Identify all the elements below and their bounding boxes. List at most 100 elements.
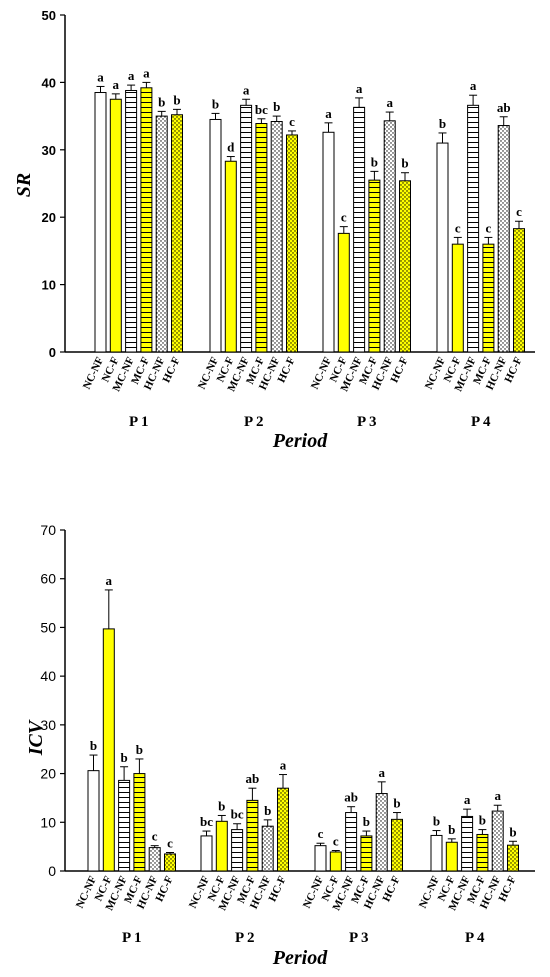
significance-letter: b — [212, 96, 219, 111]
group-label: P 4 — [465, 930, 485, 946]
significance-letter: b — [448, 822, 455, 837]
significance-letter: a — [113, 77, 120, 92]
significance-letter: bc — [255, 102, 268, 117]
y-axis-title: ICV — [25, 719, 47, 756]
bar — [360, 835, 373, 872]
significance-letter: c — [289, 114, 295, 129]
significance-letter: b — [509, 824, 516, 839]
significance-letter: b — [479, 813, 486, 828]
bar — [94, 92, 107, 353]
significance-letter: b — [264, 803, 271, 818]
significance-letter: b — [439, 116, 446, 131]
significance-letter: a — [243, 82, 250, 97]
significance-letter: a — [143, 65, 150, 80]
significance-letter: a — [97, 69, 104, 84]
y-tick-label: 20 — [40, 766, 56, 782]
bar — [353, 106, 366, 353]
bar — [255, 123, 268, 353]
significance-letter: b — [136, 742, 143, 757]
group-label: P 2 — [235, 930, 255, 946]
significance-letter: ab — [344, 790, 358, 805]
y-tick-label: 40 — [42, 75, 56, 90]
bar — [261, 825, 274, 872]
bar — [436, 142, 449, 353]
significance-letter: a — [325, 106, 332, 121]
significance-letter: b — [173, 92, 180, 107]
significance-letter: b — [120, 750, 127, 765]
y-tick-label: 70 — [40, 522, 56, 538]
bar — [482, 243, 495, 353]
significance-letter: ab — [497, 100, 511, 115]
group-label: P 3 — [357, 414, 377, 430]
bar — [118, 779, 131, 872]
x-axis-title: Period — [272, 430, 328, 452]
y-tick-label: 10 — [40, 814, 56, 830]
significance-letter: b — [433, 814, 440, 829]
bar — [391, 818, 403, 872]
y-tick-label: 30 — [42, 143, 56, 158]
significance-letter: c — [167, 835, 173, 850]
bar — [240, 104, 253, 353]
bar — [155, 115, 168, 353]
significance-letter: b — [158, 94, 165, 109]
bar — [345, 812, 358, 872]
bar — [461, 815, 474, 872]
bar — [383, 120, 396, 353]
y-tick-label: 0 — [49, 345, 56, 360]
bar — [87, 770, 100, 872]
bar — [507, 844, 519, 872]
bar — [200, 835, 213, 872]
significance-letter: c — [152, 829, 158, 844]
significance-letter: b — [273, 99, 280, 114]
x-axis-title: Period — [272, 947, 328, 969]
significance-letter: b — [401, 156, 408, 171]
y-tick-label: 60 — [40, 571, 56, 587]
bar — [467, 104, 480, 353]
group-label: P 4 — [471, 414, 491, 430]
group-label: P 1 — [122, 930, 142, 946]
bar — [277, 787, 289, 872]
significance-letter: ab — [246, 771, 260, 786]
significance-letter: a — [280, 758, 287, 773]
bar — [375, 793, 388, 872]
y-tick-label: 0 — [48, 863, 56, 879]
significance-letter: b — [371, 154, 378, 169]
significance-letter: b — [363, 814, 370, 829]
bar — [451, 243, 464, 353]
y-tick-label: 50 — [40, 619, 56, 635]
bar — [231, 829, 244, 872]
significance-letter: a — [128, 68, 135, 83]
significance-letter: bc — [200, 814, 213, 829]
bar — [164, 853, 176, 872]
bar — [513, 228, 525, 353]
bar — [399, 180, 411, 353]
significance-letter: bc — [231, 807, 244, 822]
significance-letter: d — [227, 140, 235, 155]
bar — [209, 118, 222, 353]
bar — [215, 820, 228, 872]
significance-letter: c — [318, 826, 324, 841]
significance-letter: a — [378, 765, 385, 780]
bar — [109, 98, 122, 353]
y-tick-label: 50 — [42, 8, 56, 23]
significance-letter: c — [333, 834, 339, 849]
significance-letter: a — [356, 81, 363, 96]
bar — [430, 834, 443, 872]
significance-letter: a — [386, 95, 393, 110]
bar — [246, 799, 259, 872]
significance-letter: a — [494, 788, 501, 803]
bar — [368, 179, 381, 353]
bar — [125, 89, 138, 353]
significance-letter: c — [486, 220, 492, 235]
significance-letter: b — [393, 796, 400, 811]
y-tick-label: 20 — [42, 210, 56, 225]
bar — [337, 232, 350, 353]
significance-letter: c — [516, 204, 522, 219]
group-label: P 1 — [129, 414, 149, 430]
significance-letter: a — [464, 792, 471, 807]
significance-letter: b — [90, 738, 97, 753]
bar — [491, 810, 504, 872]
significance-letter: b — [218, 798, 225, 813]
